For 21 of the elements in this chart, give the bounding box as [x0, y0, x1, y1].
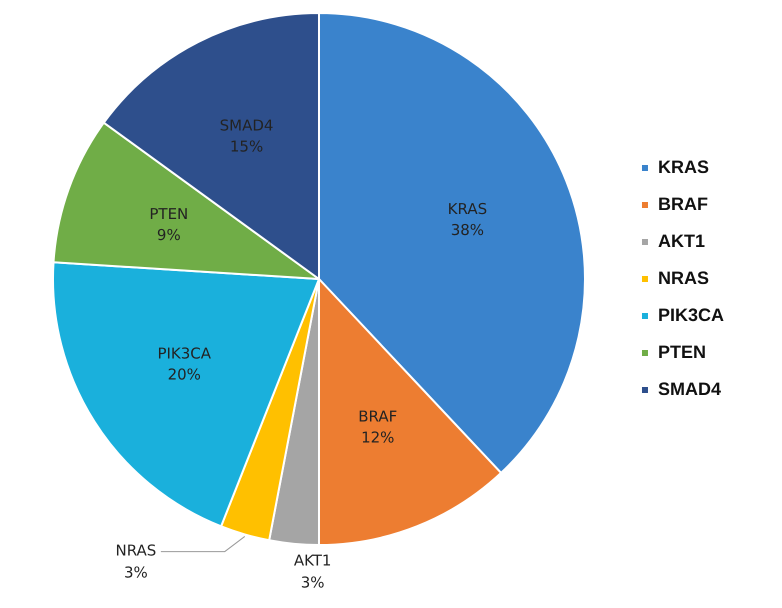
data-label: 20% — [168, 365, 201, 384]
legend-label: PIK3CA — [658, 304, 724, 325]
legend-label: SMAD4 — [658, 378, 721, 399]
slice-label: KRAS — [448, 200, 488, 218]
legend-label: PTEN — [658, 342, 706, 362]
slice-label: PTEN — [149, 204, 188, 223]
legend-label: AKT1 — [658, 230, 705, 251]
legend-label: NRAS — [658, 268, 709, 288]
slice-label: NRAS — [115, 541, 156, 560]
slice-label: AKT1 — [294, 552, 332, 570]
legend-label: BRAF — [658, 194, 708, 214]
data-label: 38% — [450, 221, 484, 240]
data-label: 3% — [124, 563, 148, 582]
slice-label: BRAF — [358, 407, 398, 426]
slice-label: PIK3CA — [157, 344, 212, 362]
data-label: 15% — [230, 138, 264, 156]
data-label: 12% — [361, 428, 394, 446]
data-label: 3% — [300, 574, 325, 592]
legend-label: KRAS — [658, 156, 709, 177]
data-label: 9% — [156, 226, 181, 244]
slice-label: SMAD4 — [220, 116, 274, 135]
